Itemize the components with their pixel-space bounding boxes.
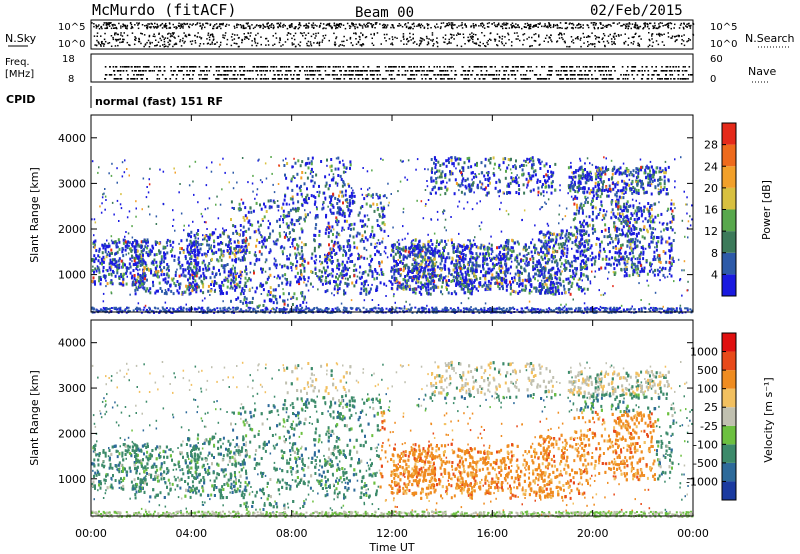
- colorbar-tick-label: 25: [704, 401, 718, 414]
- colorbar-tick-label: 28: [704, 139, 718, 152]
- freq-label: Freq.: [5, 57, 30, 68]
- colorbar-segment: [722, 351, 736, 371]
- colorbar-segment: [722, 481, 736, 500]
- y-tick-label: 1000: [58, 473, 86, 486]
- colorbar-segment: [722, 187, 736, 210]
- colorbar-segment: [722, 209, 736, 232]
- colorbar-segment: [722, 231, 736, 253]
- freq-strip: Freq. [MHz] 18 8 60 0 Nave: [5, 53, 776, 85]
- colorbar-tick-label: -1000: [686, 475, 718, 488]
- colorbar-segment: [722, 252, 736, 275]
- velocity-colorbar: 1000 500 100 25 -25 -100 -500 -1000: [686, 332, 737, 501]
- nave-label: Nave: [748, 65, 776, 78]
- power-colorbar-label: Power [dB]: [760, 180, 773, 240]
- sky-strip: N.Sky 10^5 10^0 10^5 10^0 N.Search: [5, 19, 795, 50]
- velocity-colorbar-label: Velocity [m s⁻¹]: [762, 377, 775, 462]
- colorbar-tick-label: 8: [711, 247, 718, 260]
- velocity-ylabel: Slant Range [km]: [28, 370, 41, 466]
- n-sky-label: N.Sky: [5, 32, 37, 45]
- cpid-value: normal (fast) 151 RF: [95, 95, 223, 108]
- colorbar-tick-label: 16: [704, 204, 718, 217]
- station-title: McMurdo (fitACF): [92, 1, 237, 19]
- search-tick-top: 10^5: [710, 22, 737, 33]
- colorbar-tick-label: 100: [697, 383, 718, 396]
- colorbar-segment: [722, 462, 736, 482]
- x-tick-label: 12:00: [376, 527, 408, 540]
- colorbar-segment: [722, 407, 736, 426]
- colorbar-segment: [722, 144, 736, 167]
- n-search-label: N.Search: [745, 32, 795, 45]
- colorbar-tick-label: -25: [700, 420, 718, 433]
- colorbar-segment: [722, 425, 736, 445]
- colorbar-tick-label: 4: [711, 268, 718, 281]
- sky-tick-top: 10^5: [58, 22, 85, 33]
- colorbar-tick-label: 1000: [690, 346, 718, 359]
- colorbar-segment: [722, 123, 736, 145]
- colorbar-segment: [722, 274, 736, 296]
- search-tick-bottom: 10^0: [710, 39, 737, 50]
- y-tick-label: 1000: [58, 269, 86, 282]
- nave-tick-top: 60: [710, 54, 723, 65]
- x-tick-label: 04:00: [175, 527, 207, 540]
- freq-unit-label: [MHz]: [5, 69, 34, 80]
- y-tick-label: 3000: [58, 382, 86, 395]
- colorbar-segment: [722, 333, 736, 352]
- colorbar-tick-label: -500: [693, 457, 718, 470]
- x-tick-label: 00:00: [75, 527, 107, 540]
- x-tick-label: 20:00: [577, 527, 609, 540]
- y-tick-label: 3000: [58, 177, 86, 190]
- x-tick-label: 00:00: [677, 527, 709, 540]
- sky-tick-bottom: 10^0: [58, 39, 85, 50]
- colorbar-tick-label: 12: [704, 225, 718, 238]
- power-panel: 1000 2000 3000 4000 Slant Range [km]: [28, 114, 694, 314]
- colorbar-segment: [722, 444, 736, 463]
- colorbar-segment: [722, 370, 736, 389]
- x-axis-label: Time UT: [368, 541, 414, 554]
- y-tick-label: 2000: [58, 223, 86, 236]
- y-tick-label: 4000: [58, 132, 86, 145]
- freq-tick-bottom: 8: [68, 74, 74, 85]
- velocity-panel: 1000 2000 3000 4000 Slant Range [km]: [28, 319, 695, 518]
- beam-title: Beam 00: [355, 5, 414, 21]
- colorbar-tick-label: 20: [704, 182, 718, 195]
- nave-tick-bottom: 0: [710, 74, 716, 85]
- x-tick-label: 16:00: [476, 527, 508, 540]
- colorbar-tick-label: -100: [693, 438, 718, 451]
- power-colorbar: 28 24 20 16 12 8 4: [704, 122, 737, 297]
- freq-tick-top: 18: [62, 54, 75, 65]
- x-axis: 00:00 04:00 08:00 12:00 16:00 20:00 00:00: [75, 115, 709, 540]
- power-ylabel: Slant Range [km]: [28, 167, 41, 263]
- date-title: 02/Feb/2015: [590, 3, 683, 19]
- x-tick-label: 08:00: [276, 527, 308, 540]
- colorbar-tick-label: 24: [704, 160, 718, 173]
- colorbar-segment: [722, 166, 736, 188]
- colorbar-segment: [722, 388, 736, 408]
- colorbar-tick-label: 500: [697, 364, 718, 377]
- y-tick-label: 2000: [58, 427, 86, 440]
- cpid-label: CPID: [6, 93, 35, 106]
- y-tick-label: 4000: [58, 337, 86, 350]
